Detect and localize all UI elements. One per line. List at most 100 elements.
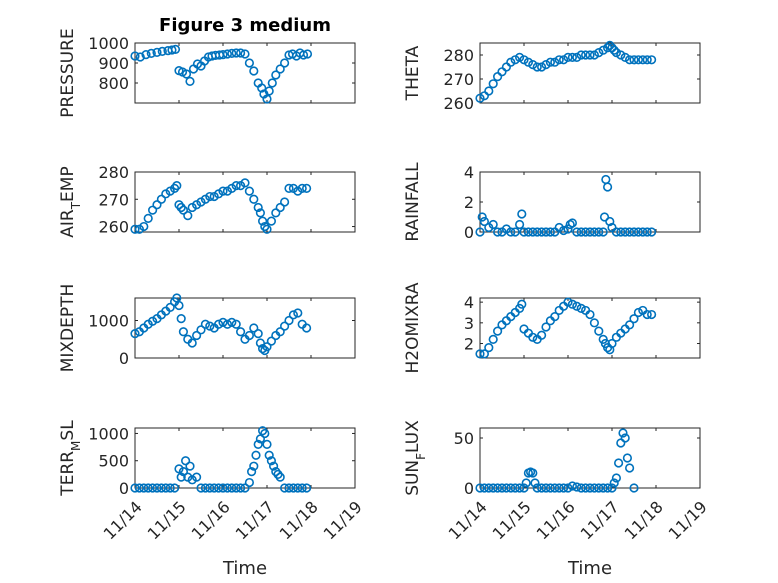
data-point [576,227,586,237]
data-point [514,219,525,230]
data-point [280,197,290,207]
data-point [258,216,268,226]
data-point [156,194,166,204]
data-point [572,227,582,237]
data-point [609,478,619,488]
data-point [178,205,188,215]
data-point [156,483,166,493]
data-point [589,318,600,328]
data-point [262,94,272,104]
data-point [594,47,604,58]
data-point [594,326,604,336]
data-point [514,483,525,493]
data-point [567,52,578,63]
data-point [227,317,237,327]
subplot-6: 2 3 4 H2OMIXRA [403,282,701,374]
data-point [266,216,277,226]
data-point [528,59,538,70]
data-point [479,216,490,227]
data-point [616,50,626,60]
data-point [218,483,228,493]
data-point [148,205,158,215]
data-point [302,49,313,59]
data-point [185,76,195,86]
data-point [218,317,228,327]
y-tick-label: 800 [98,74,129,93]
x-tick-label: 11/14 [100,497,146,543]
data-point [479,349,490,359]
data-point [192,330,202,341]
data-point [514,52,525,63]
data-point [620,52,630,63]
data-point [638,55,648,65]
subplot-3: 260 270 280 AIRTEMP [58,163,356,238]
data-point [493,326,503,336]
data-point [251,450,261,460]
data-point [620,433,630,443]
data-point [262,224,272,234]
data-point [488,334,498,344]
data-point [181,69,192,79]
data-point [271,208,281,218]
x-tick-label: 11/17 [232,497,278,543]
data-point [266,336,277,346]
data-point [629,227,639,237]
y-axis-label: RAINFALL [403,162,423,242]
data-point [523,227,534,237]
data-point [580,483,591,493]
y-tick-label: 280 [98,163,129,182]
data-point [475,483,485,493]
data-point [240,483,250,493]
data-point [598,227,608,237]
data-point [280,321,290,331]
data-point [629,314,639,324]
data-point [563,297,573,307]
y-tick-label: 280 [443,46,474,65]
data-point [249,194,259,204]
y-tick-label: 270 [443,70,474,89]
data-point [602,483,613,493]
data-point [200,319,210,329]
y-tick-label: 2 [464,193,474,212]
data-point [554,483,564,493]
data-point [576,50,586,60]
data-point [262,439,272,449]
y-tick-label: 900 [98,54,129,73]
data-point [200,483,210,493]
data-point [269,461,279,471]
data-point [613,458,624,468]
data-point [152,483,162,493]
data-point [253,439,263,449]
y-axis-label: SUNFLUX [403,420,428,496]
data-point [532,227,542,237]
y-tick-label: 4 [464,293,474,312]
data-point [146,48,156,59]
data-point [510,55,520,65]
subplot-4: 0 2 4 RAINFALL [403,162,701,242]
data-point [130,224,140,234]
data-point [506,227,516,237]
data-point [192,472,202,482]
data-point [183,211,193,221]
data-point [523,57,534,67]
data-point [488,219,498,230]
data-point [196,325,206,335]
data-point [181,456,191,466]
data-point [506,57,516,67]
data-point [629,55,639,65]
y-axis-label: H2OMIXRA [403,282,423,373]
data-point [541,322,551,332]
data-point [255,338,266,348]
data-point [558,483,569,493]
y-tick-label: 1000 [88,34,129,53]
data-point [536,62,547,72]
data-point [536,330,547,340]
data-point [598,45,608,55]
data-point [205,321,215,331]
data-point [638,227,648,237]
data-point [236,483,246,493]
y-tick-label: 0 [119,479,129,498]
data-point [519,483,529,493]
data-point [576,303,586,313]
